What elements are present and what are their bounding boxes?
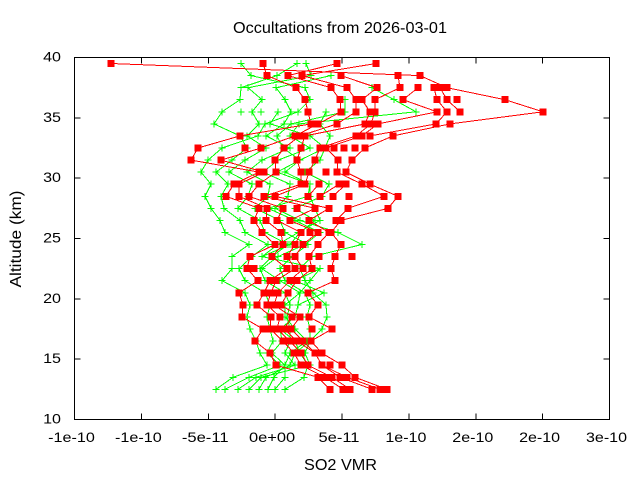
svg-text:-1e-10: -1e-10 bbox=[115, 429, 162, 445]
svg-text:25: 25 bbox=[43, 230, 61, 246]
svg-text:30: 30 bbox=[43, 169, 61, 185]
svg-text:Occultations from 2026-03-01: Occultations from 2026-03-01 bbox=[233, 20, 447, 37]
svg-text:Altitude (km): Altitude (km) bbox=[8, 191, 25, 288]
svg-text:3e-10: 3e-10 bbox=[586, 429, 627, 445]
svg-text:2e-10: 2e-10 bbox=[452, 429, 493, 445]
svg-text:2e-10: 2e-10 bbox=[519, 429, 560, 445]
svg-text:15: 15 bbox=[43, 350, 61, 366]
svg-text:40: 40 bbox=[43, 49, 61, 65]
svg-text:0e+00: 0e+00 bbox=[249, 429, 295, 445]
svg-text:5e-11: 5e-11 bbox=[319, 429, 360, 445]
svg-text:1e-10: 1e-10 bbox=[385, 429, 426, 445]
svg-text:-5e-11: -5e-11 bbox=[182, 429, 229, 445]
svg-text:-1e-10: -1e-10 bbox=[48, 429, 95, 445]
svg-text:SO2 VMR: SO2 VMR bbox=[304, 457, 377, 474]
svg-text:35: 35 bbox=[43, 109, 61, 125]
svg-text:20: 20 bbox=[43, 290, 61, 306]
svg-text:10: 10 bbox=[43, 411, 61, 427]
